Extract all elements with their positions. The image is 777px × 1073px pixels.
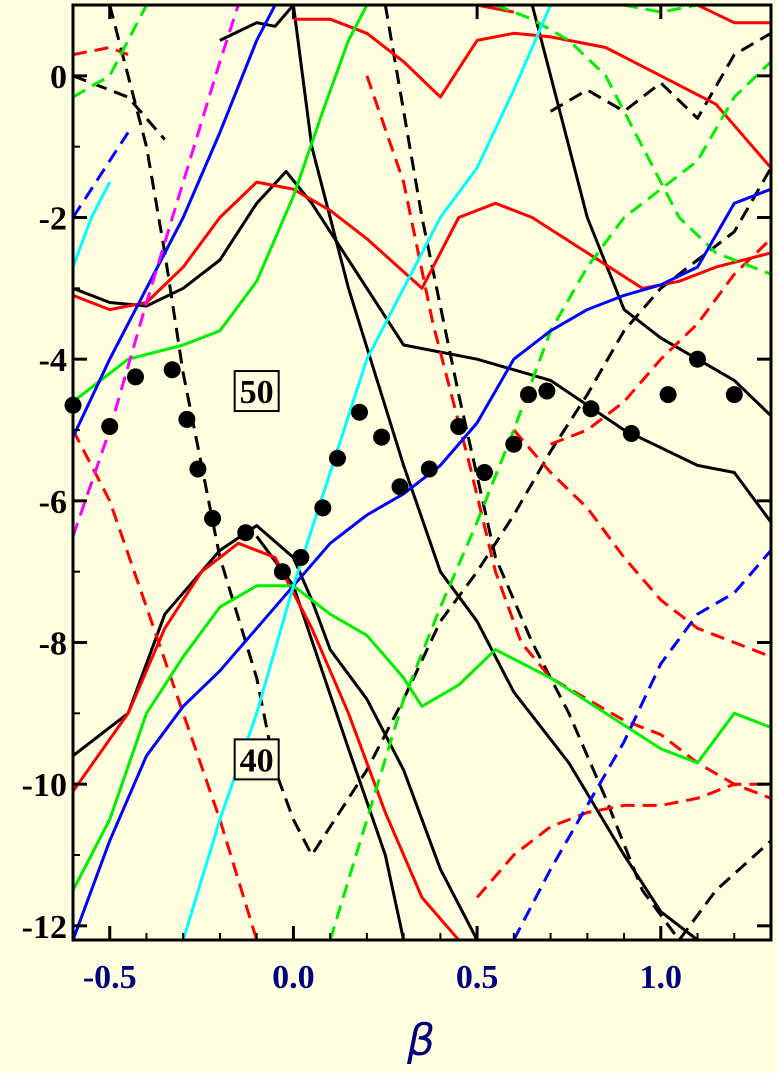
series-line-20 xyxy=(73,5,369,403)
data-point-4 xyxy=(178,410,196,428)
data-point-8 xyxy=(273,563,291,581)
data-point-19 xyxy=(520,386,537,404)
y-tick-label-5: -10 xyxy=(22,767,67,804)
x-axis-label: β xyxy=(406,1015,435,1066)
data-point-3 xyxy=(163,361,181,379)
series-line-0 xyxy=(73,170,771,523)
data-point-17 xyxy=(476,464,493,481)
series-line-1 xyxy=(73,524,479,940)
data-point-24 xyxy=(689,350,706,368)
data-point-18 xyxy=(505,435,523,453)
x-tick-label-2: 0.5 xyxy=(456,959,499,996)
series-line-7 xyxy=(549,32,771,120)
series-line-31 xyxy=(73,181,112,268)
series-line-8 xyxy=(73,74,166,141)
series-line-18 xyxy=(475,782,771,899)
series-line-29 xyxy=(73,131,130,219)
series-line-28 xyxy=(512,549,771,940)
data-point-15 xyxy=(420,460,438,478)
y-tick-label-6: -12 xyxy=(22,909,67,946)
annotation-label-1: 40 xyxy=(240,742,274,779)
data-point-11 xyxy=(329,449,346,467)
series-line-25 xyxy=(623,5,698,14)
data-point-9 xyxy=(292,549,310,566)
y-tick-label-0: 0 xyxy=(50,59,67,96)
x-tick-label-3: 1.0 xyxy=(640,959,683,996)
data-point-5 xyxy=(189,460,207,478)
x-tick-label-1: 0.0 xyxy=(272,959,315,996)
y-tick-label-2: -4 xyxy=(39,342,67,379)
annotation-box-0 xyxy=(233,370,280,413)
data-point-23 xyxy=(659,386,677,404)
series-line-11 xyxy=(293,17,771,169)
data-point-6 xyxy=(204,510,222,527)
data-point-25 xyxy=(725,386,743,404)
series-line-10 xyxy=(73,541,460,940)
series-line-5 xyxy=(108,5,771,857)
data-point-7 xyxy=(237,524,255,542)
series-line-27 xyxy=(73,187,771,940)
annotation-box-1 xyxy=(233,738,280,781)
series-line-12 xyxy=(696,5,771,25)
marker-layer xyxy=(64,350,743,581)
annotation-layer: 50 40 xyxy=(233,370,280,781)
y-tick-label-4: -8 xyxy=(39,626,67,663)
series-layer xyxy=(73,5,771,940)
series-line-19 xyxy=(550,237,771,446)
series-line-21 xyxy=(73,584,771,892)
x-tick-label-0: -0.5 xyxy=(83,959,137,996)
data-point-1 xyxy=(101,418,119,435)
plot-frame xyxy=(71,3,773,942)
data-point-13 xyxy=(373,428,391,446)
data-point-22 xyxy=(622,425,640,442)
data-point-2 xyxy=(127,368,144,386)
data-point-14 xyxy=(391,478,409,496)
annotation-label-0: 50 xyxy=(240,374,274,411)
series-line-2 xyxy=(219,5,699,940)
data-point-21 xyxy=(582,400,600,418)
tick-layer: -0.5 0.0 0.5 1.0 0 -2 -4 -6 -8 -10 -12 xyxy=(22,4,771,996)
data-point-16 xyxy=(450,418,468,435)
series-line-26 xyxy=(73,5,277,438)
series-line-6 xyxy=(383,5,771,940)
series-line-3 xyxy=(530,5,771,417)
data-point-12 xyxy=(351,403,368,421)
y-tick-label-3: -6 xyxy=(39,484,67,521)
series-line-32 xyxy=(73,5,240,537)
y-tick-label-1: -2 xyxy=(39,201,67,238)
data-point-10 xyxy=(314,499,332,517)
series-line-15 xyxy=(73,429,259,940)
data-point-20 xyxy=(538,382,556,400)
